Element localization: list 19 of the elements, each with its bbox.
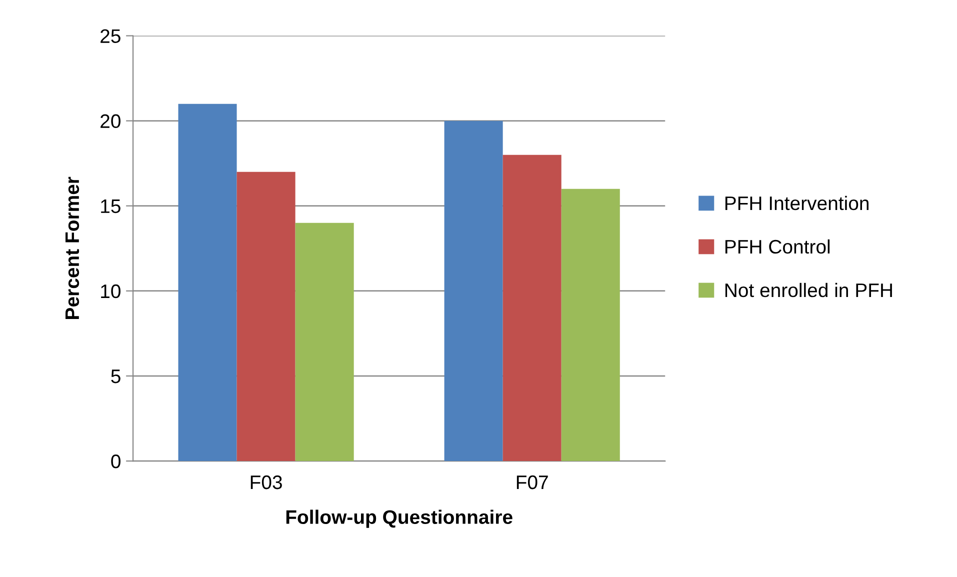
bar (561, 188, 620, 462)
y-tick-label: 5 (111, 370, 120, 384)
x-tick-label: F07 (516, 475, 548, 490)
y-tick-label: 25 (100, 29, 120, 44)
legend-label: Not enrolled in PFH (725, 282, 892, 298)
bar (236, 172, 296, 462)
y-tick-label: 20 (100, 114, 120, 128)
legend-label: PFH Control (725, 239, 830, 254)
y-tick-label: 15 (101, 200, 120, 214)
y-tick-label: 0 (111, 454, 120, 468)
x-axis-title: Follow-up Questionnaire (286, 510, 512, 528)
y-axis-title: Percent Former (66, 176, 80, 319)
bar (444, 120, 503, 462)
bar (502, 154, 562, 462)
bar (178, 104, 237, 462)
x-tick-label: F03 (250, 475, 282, 490)
legend-label: PFH Intervention (725, 196, 868, 210)
y-tick-label: 10 (101, 284, 120, 298)
bar (295, 222, 354, 462)
